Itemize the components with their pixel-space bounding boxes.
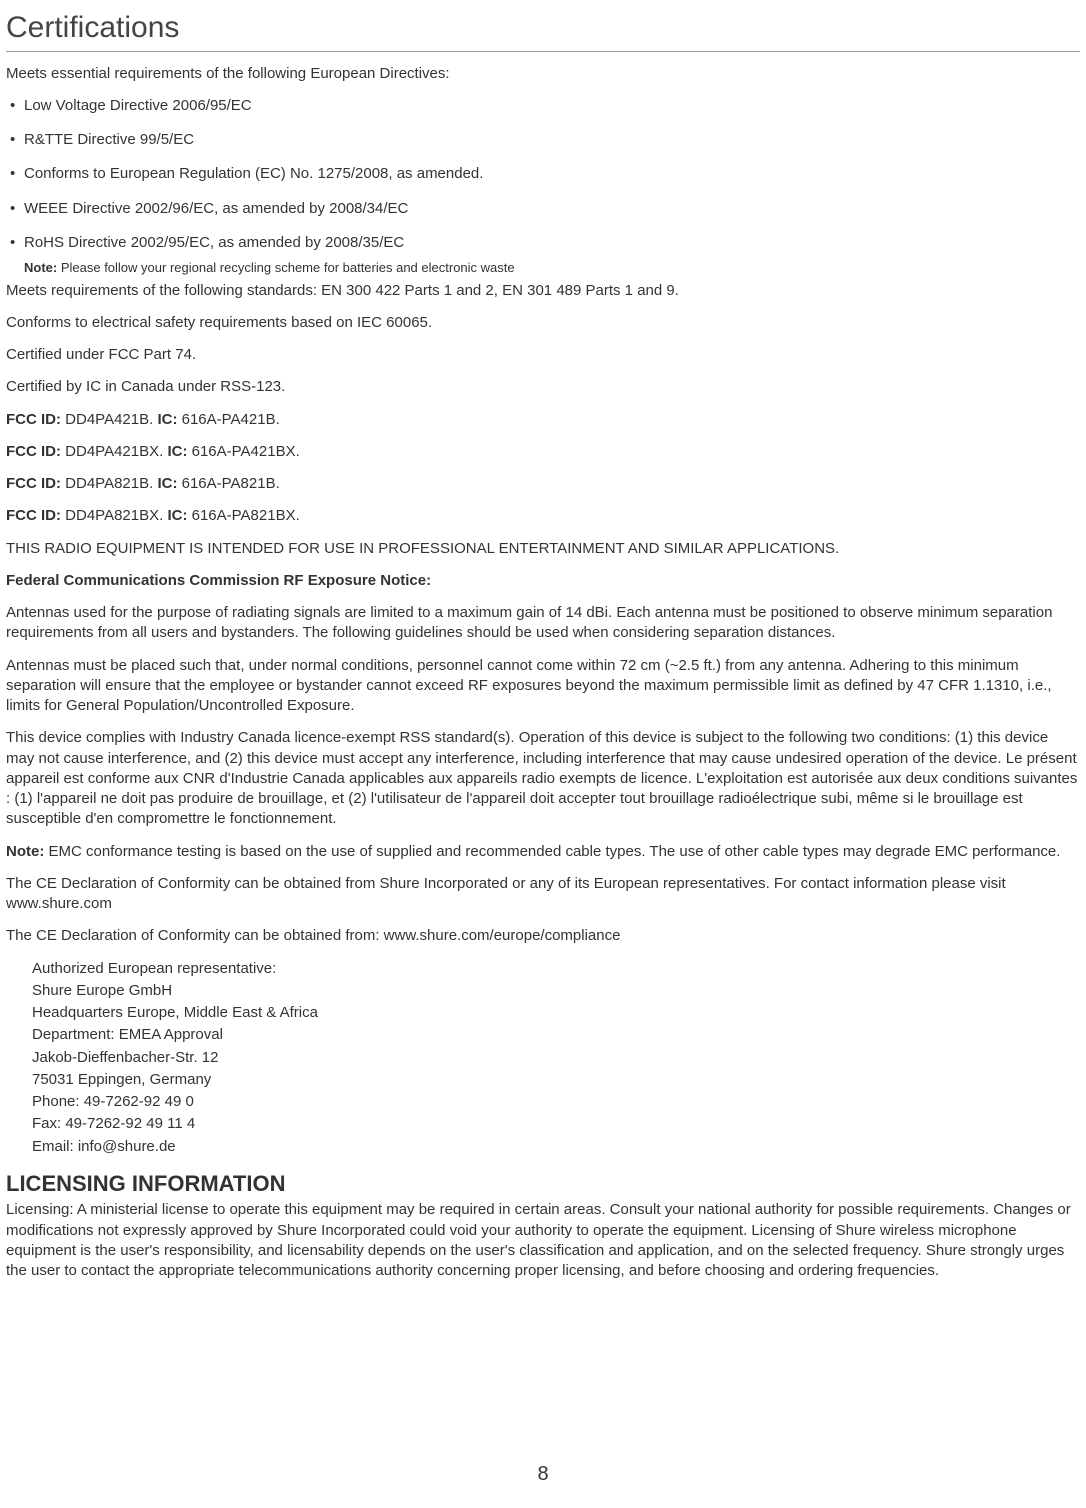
list-item: Low Voltage Directive 2006/95/EC <box>6 96 1080 116</box>
id-line: FCC ID: DD4PA421B. IC: 616A-PA421B. <box>6 410 1080 430</box>
list-item: RoHS Directive 2002/95/EC, as amended by… <box>6 233 1080 253</box>
antennas-p2: Antennas must be placed such that, under… <box>6 656 1080 717</box>
addr-line: Phone: 49-7262-92 49 0 <box>32 1092 1080 1112</box>
fcc74-text: Certified under FCC Part 74. <box>6 345 1080 365</box>
note-label: Note: <box>24 260 57 275</box>
licensing-body: Licensing: A ministerial license to oper… <box>6 1200 1080 1281</box>
addr-line: Email: info@shure.de <box>32 1137 1080 1157</box>
intended-use-text: THIS RADIO EQUIPMENT IS INTENDED FOR USE… <box>6 539 1080 559</box>
fcc-notice-title: Federal Communications Commission RF Exp… <box>6 571 1080 591</box>
ic-label: IC: <box>157 411 177 428</box>
ce-p2: The CE Declaration of Conformity can be … <box>6 926 1080 946</box>
addr-line: Department: EMEA Approval <box>32 1025 1080 1045</box>
ic-value: 616A-PA821B. <box>177 475 279 492</box>
fcc-id-label: FCC ID: <box>6 411 61 428</box>
ic-rss-text: Certified by IC in Canada under RSS-123. <box>6 377 1080 397</box>
note-label: Note: <box>6 843 44 860</box>
emc-note: Note: EMC conformance testing is based o… <box>6 842 1080 862</box>
fcc-id-label: FCC ID: <box>6 475 61 492</box>
standards-text: Meets requirements of the following stan… <box>6 281 1080 301</box>
licensing-heading: LICENSING INFORMATION <box>6 1169 1080 1199</box>
recycling-note: Note: Please follow your regional recycl… <box>24 259 1080 277</box>
fcc-id-value: DD4PA421BX. <box>61 443 167 460</box>
id-line: FCC ID: DD4PA421BX. IC: 616A-PA421BX. <box>6 442 1080 462</box>
canada-text: This device complies with Industry Canad… <box>6 728 1080 829</box>
fcc-id-value: DD4PA421B. <box>61 411 157 428</box>
fcc-id-label: FCC ID: <box>6 507 61 524</box>
addr-line: Fax: 49-7262-92 49 11 4 <box>32 1114 1080 1134</box>
ce-p1: The CE Declaration of Conformity can be … <box>6 874 1080 915</box>
ic-label: IC: <box>157 475 177 492</box>
fcc-id-value: DD4PA821B. <box>61 475 157 492</box>
ic-label: IC: <box>167 507 187 524</box>
emc-text: EMC conformance testing is based on the … <box>44 843 1060 860</box>
list-item: WEEE Directive 2002/96/EC, as amended by… <box>6 199 1080 219</box>
ic-value: 616A-PA421BX. <box>187 443 299 460</box>
directives-list: Low Voltage Directive 2006/95/EC R&TTE D… <box>6 96 1080 253</box>
note-text: Please follow your regional recycling sc… <box>57 260 514 275</box>
id-line: FCC ID: DD4PA821BX. IC: 616A-PA821BX. <box>6 506 1080 526</box>
ic-value: 616A-PA821BX. <box>187 507 299 524</box>
addr-line: Jakob-Dieffenbacher-Str. 12 <box>32 1048 1080 1068</box>
ic-value: 616A-PA421B. <box>177 411 279 428</box>
addr-line: 75031 Eppingen, Germany <box>32 1070 1080 1090</box>
list-item: R&TTE Directive 99/5/EC <box>6 130 1080 150</box>
page-number: 8 <box>6 1461 1080 1488</box>
list-item: Conforms to European Regulation (EC) No.… <box>6 164 1080 184</box>
addr-line: Authorized European representative: <box>32 959 1080 979</box>
iec-text: Conforms to electrical safety requiremen… <box>6 313 1080 333</box>
addr-line: Shure Europe GmbH <box>32 981 1080 1001</box>
id-line: FCC ID: DD4PA821B. IC: 616A-PA821B. <box>6 474 1080 494</box>
antennas-p1: Antennas used for the purpose of radiati… <box>6 603 1080 644</box>
fcc-id-value: DD4PA821BX. <box>61 507 167 524</box>
intro-text: Meets essential requirements of the foll… <box>6 64 1080 84</box>
addr-line: Headquarters Europe, Middle East & Afric… <box>32 1003 1080 1023</box>
page-title: Certifications <box>6 8 1080 52</box>
fcc-id-label: FCC ID: <box>6 443 61 460</box>
address-block: Authorized European representative: Shur… <box>32 959 1080 1157</box>
ic-label: IC: <box>167 443 187 460</box>
